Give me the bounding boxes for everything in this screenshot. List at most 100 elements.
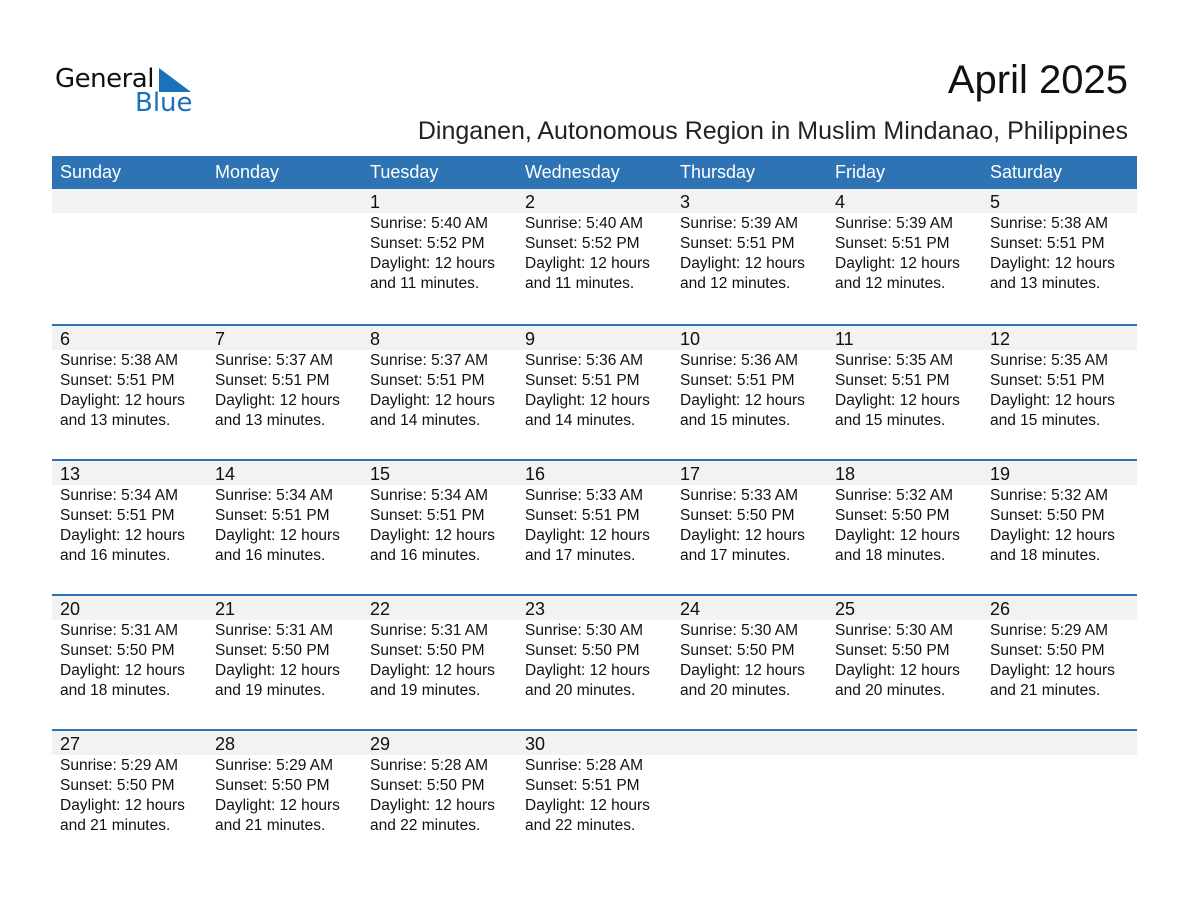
calendar-grid: Sunday Monday Tuesday Wednesday Thursday Frid… <box>52 156 1137 864</box>
day-cell: 20 Sunrise: 5:31 AM Sunset: 5:50 PM Dayligh… <box>52 596 207 701</box>
day-number: 15 <box>370 464 391 484</box>
day-cell: 11 Sunrise: 5:35 AM Sunset: 5:51 PM Dayligh… <box>827 326 982 431</box>
weeks: 1 Sunrise: 5:40 AM Sunset: 5:52 PM Daylight… <box>52 189 1137 864</box>
weekday-wednesday: Wednesday <box>525 162 620 182</box>
sunset-text: Sunset: 5:51 PM <box>60 372 175 389</box>
sunset-text: Sunset: 5:50 PM <box>525 642 640 659</box>
daylight-text: Daylight: 12 hours <box>60 797 185 814</box>
sunrise-text: Sunrise: 5:34 AM <box>60 487 179 504</box>
sunset-text: Sunset: 5:51 PM <box>215 372 330 389</box>
minutes-text: and 21 minutes. <box>215 817 326 834</box>
sunrise-text: Sunrise: 5:40 AM <box>370 215 489 232</box>
day-number-band <box>52 326 1137 350</box>
sunset-text: Sunset: 5:51 PM <box>990 372 1105 389</box>
day-cell: 21 Sunrise: 5:31 AM Sunset: 5:50 PM Dayligh… <box>207 596 362 701</box>
minutes-text: and 11 minutes. <box>370 275 480 292</box>
daylight-text: Daylight: 12 hours <box>835 662 960 679</box>
minutes-text: and 22 minutes. <box>370 817 481 834</box>
daylight-text: Daylight: 12 hours <box>60 527 185 544</box>
minutes-text: and 19 minutes. <box>215 682 326 699</box>
day-number-band <box>52 731 1137 755</box>
sunset-text: Sunset: 5:51 PM <box>60 507 175 524</box>
day-number: 20 <box>60 599 81 619</box>
sunrise-text: Sunrise: 5:28 AM <box>525 757 644 774</box>
sunrise-text: Sunrise: 5:39 AM <box>835 215 954 232</box>
sunset-text: Sunset: 5:51 PM <box>525 507 640 524</box>
day-number-band <box>52 596 1137 620</box>
day-cell: 9 Sunrise: 5:36 AM Sunset: 5:51 PM Daylight… <box>517 326 672 431</box>
logo-text-blue: Blue <box>135 88 193 118</box>
daylight-text: Daylight: 12 hours <box>525 797 650 814</box>
minutes-text: and 20 minutes. <box>680 682 791 699</box>
day-number: 7 <box>215 329 226 349</box>
generalblue-logo: General Blue <box>55 64 195 120</box>
week-row: 20 Sunrise: 5:31 AM Sunset: 5:50 PM Dayligh… <box>52 594 1137 729</box>
daylight-text: Daylight: 12 hours <box>370 662 495 679</box>
week-row: 27 Sunrise: 5:29 AM Sunset: 5:50 PM Dayligh… <box>52 729 1137 864</box>
day-cell: 29 Sunrise: 5:28 AM Sunset: 5:50 PM Dayligh… <box>362 731 517 836</box>
sunset-text: Sunset: 5:51 PM <box>370 507 485 524</box>
day-cell: 2 Sunrise: 5:40 AM Sunset: 5:52 PM Daylight… <box>517 189 672 294</box>
sunset-text: Sunset: 5:50 PM <box>60 642 175 659</box>
day-cell: 19 Sunrise: 5:32 AM Sunset: 5:50 PM Dayligh… <box>982 461 1137 566</box>
minutes-text: and 13 minutes. <box>990 275 1101 292</box>
daylight-text: Daylight: 12 hours <box>215 527 340 544</box>
sunrise-text: Sunrise: 5:29 AM <box>990 622 1109 639</box>
day-number: 22 <box>370 599 391 619</box>
day-cell: 8 Sunrise: 5:37 AM Sunset: 5:51 PM Daylight… <box>362 326 517 431</box>
daylight-text: Daylight: 12 hours <box>680 662 805 679</box>
daylight-text: Daylight: 12 hours <box>835 527 960 544</box>
weekday-saturday: Saturday <box>990 162 1063 182</box>
minutes-text: and 15 minutes. <box>680 412 791 429</box>
sunrise-text: Sunrise: 5:36 AM <box>680 352 799 369</box>
daylight-text: Daylight: 12 hours <box>215 662 340 679</box>
minutes-text: and 19 minutes. <box>370 682 481 699</box>
daylight-text: Daylight: 12 hours <box>60 392 185 409</box>
day-cell: 17 Sunrise: 5:33 AM Sunset: 5:50 PM Dayligh… <box>672 461 827 566</box>
day-cell: 26 Sunrise: 5:29 AM Sunset: 5:50 PM Dayligh… <box>982 596 1137 701</box>
minutes-text: and 12 minutes. <box>835 275 946 292</box>
minutes-text: and 16 minutes. <box>370 547 481 564</box>
sunrise-text: Sunrise: 5:36 AM <box>525 352 644 369</box>
sunset-text: Sunset: 5:50 PM <box>60 777 175 794</box>
sunrise-text: Sunrise: 5:34 AM <box>370 487 489 504</box>
sunrise-text: Sunrise: 5:29 AM <box>215 757 334 774</box>
empty-day-cell <box>982 731 1137 836</box>
daylight-text: Daylight: 12 hours <box>215 797 340 814</box>
sunrise-text: Sunrise: 5:32 AM <box>835 487 954 504</box>
daylight-text: Daylight: 12 hours <box>680 255 805 272</box>
day-number: 2 <box>525 192 536 212</box>
day-number: 24 <box>680 599 701 619</box>
minutes-text: and 20 minutes. <box>835 682 946 699</box>
day-number: 21 <box>215 599 236 619</box>
day-number: 12 <box>990 329 1011 349</box>
daylight-text: Daylight: 12 hours <box>525 255 650 272</box>
sunrise-text: Sunrise: 5:30 AM <box>835 622 954 639</box>
day-number: 30 <box>525 734 546 754</box>
sunset-text: Sunset: 5:52 PM <box>525 235 640 252</box>
day-cell: 30 Sunrise: 5:28 AM Sunset: 5:51 PM Dayligh… <box>517 731 672 836</box>
minutes-text: and 16 minutes. <box>60 547 171 564</box>
minutes-text: and 18 minutes. <box>990 547 1101 564</box>
daylight-text: Daylight: 12 hours <box>525 527 650 544</box>
daylight-text: Daylight: 12 hours <box>680 527 805 544</box>
day-cell: 5 Sunrise: 5:38 AM Sunset: 5:51 PM Daylight… <box>982 189 1137 294</box>
day-number-band <box>52 461 1137 485</box>
daylight-text: Daylight: 12 hours <box>680 392 805 409</box>
minutes-text: and 12 minutes. <box>680 275 791 292</box>
day-cell: 6 Sunrise: 5:38 AM Sunset: 5:51 PM Daylight… <box>52 326 207 431</box>
minutes-text: and 18 minutes. <box>60 682 171 699</box>
minutes-text: and 15 minutes. <box>835 412 946 429</box>
empty-day-cell <box>672 731 827 836</box>
daylight-text: Daylight: 12 hours <box>370 527 495 544</box>
empty-day-cell <box>52 189 207 294</box>
day-number: 16 <box>525 464 546 484</box>
sunrise-text: Sunrise: 5:30 AM <box>525 622 644 639</box>
minutes-text: and 17 minutes. <box>680 547 791 564</box>
sunset-text: Sunset: 5:51 PM <box>525 372 640 389</box>
sunrise-text: Sunrise: 5:38 AM <box>60 352 179 369</box>
day-number: 23 <box>525 599 546 619</box>
day-number: 17 <box>680 464 701 484</box>
logo-text-general: General <box>55 64 154 94</box>
